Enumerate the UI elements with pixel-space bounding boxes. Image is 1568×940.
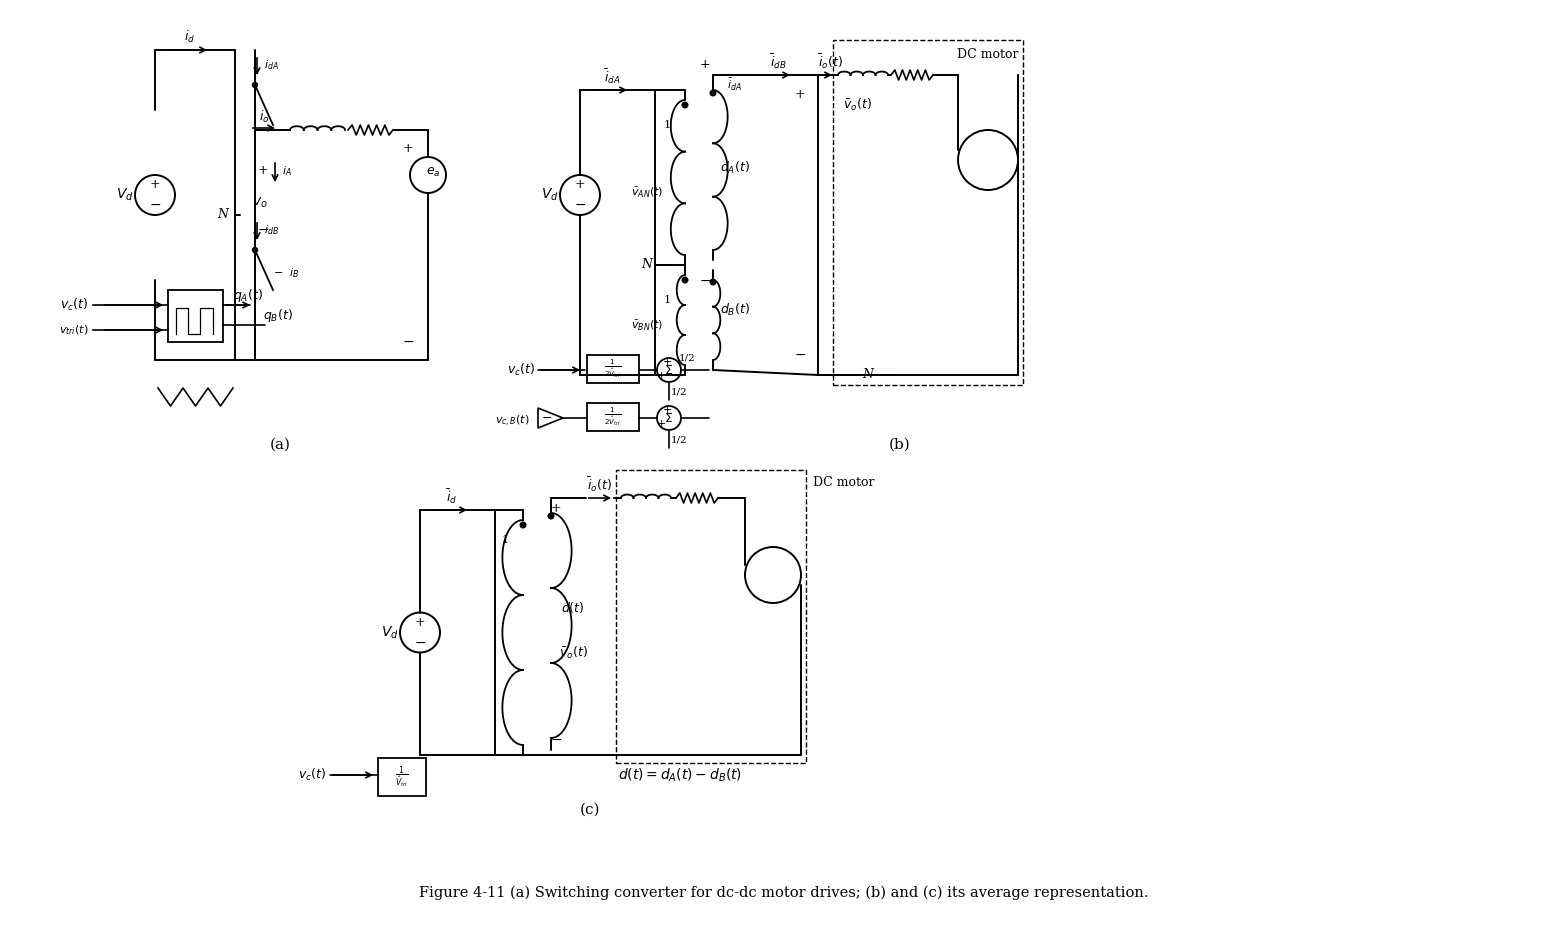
Text: −: − — [257, 223, 268, 237]
Bar — [586, 355, 640, 383]
Text: +: + — [795, 88, 806, 102]
Circle shape — [521, 523, 525, 527]
Text: $\bar{i}_{dA}$: $\bar{i}_{dA}$ — [604, 68, 621, 86]
Circle shape — [252, 83, 257, 87]
Text: $e_a$: $e_a$ — [426, 165, 441, 179]
Text: $v_c(t)$: $v_c(t)$ — [298, 767, 326, 783]
Text: +: + — [657, 419, 666, 429]
Text: $V_d$: $V_d$ — [381, 624, 398, 641]
Text: +: + — [414, 616, 425, 629]
Text: −: − — [414, 635, 426, 650]
Text: $\bar{i}_o(t)$: $\bar{i}_o(t)$ — [588, 476, 613, 494]
Text: −: − — [149, 198, 162, 212]
Text: $d_B(t)$: $d_B(t)$ — [720, 302, 750, 318]
Circle shape — [682, 102, 688, 108]
Text: $q_B(t)$: $q_B(t)$ — [263, 307, 293, 324]
Text: $\Sigma$: $\Sigma$ — [665, 364, 674, 377]
Text: 1/2: 1/2 — [679, 353, 695, 363]
Text: $\bar{i}_d$: $\bar{i}_d$ — [447, 488, 458, 507]
Text: $\bar{i}_o(t)$: $\bar{i}_o(t)$ — [818, 53, 844, 71]
Bar — [833, 40, 1022, 385]
Circle shape — [252, 247, 257, 253]
Text: N: N — [862, 368, 873, 382]
Text: +: + — [550, 502, 561, 514]
Text: −: − — [574, 198, 586, 212]
Text: $\bar{v}_{BN}(t)$: $\bar{v}_{BN}(t)$ — [630, 318, 663, 332]
Text: $d(t)=d_A(t)-d_B(t)$: $d(t)=d_A(t)-d_B(t)$ — [618, 766, 742, 784]
Text: 1: 1 — [663, 295, 671, 305]
Text: −: − — [401, 335, 414, 349]
Text: $V_d$: $V_d$ — [541, 187, 558, 203]
Text: DC motor: DC motor — [956, 49, 1019, 61]
Text: −: − — [883, 368, 894, 382]
Text: (c): (c) — [580, 803, 601, 817]
Text: N: N — [218, 209, 229, 222]
Text: $-$: $-$ — [699, 273, 710, 287]
Text: −: − — [543, 412, 552, 425]
Text: +: + — [575, 179, 585, 192]
Text: $i_{dB}$: $i_{dB}$ — [263, 223, 279, 237]
Text: +: + — [657, 371, 666, 381]
Text: $v_{tri}(t)$: $v_{tri}(t)$ — [58, 323, 88, 337]
Text: $\frac{1}{2\hat{V}_{tri}}$: $\frac{1}{2\hat{V}_{tri}}$ — [604, 406, 621, 429]
Text: +: + — [149, 179, 160, 192]
Circle shape — [549, 513, 554, 519]
Text: $+$: $+$ — [699, 58, 710, 71]
Text: $\frac{1}{2\hat{V}_{tri}}$: $\frac{1}{2\hat{V}_{tri}}$ — [604, 357, 621, 381]
Text: $\bar{i}_{dB}$: $\bar{i}_{dB}$ — [770, 53, 787, 71]
Text: (a): (a) — [270, 438, 290, 452]
Text: −: − — [550, 733, 561, 747]
Bar — [616, 470, 806, 763]
Text: 1/2: 1/2 — [671, 387, 687, 397]
Text: $\bar{v}_o(t)$: $\bar{v}_o(t)$ — [558, 645, 588, 661]
Text: $i_o$: $i_o$ — [259, 109, 270, 125]
Circle shape — [710, 90, 717, 96]
Circle shape — [710, 279, 717, 285]
Text: $\bar{v}_{AN}(t)$: $\bar{v}_{AN}(t)$ — [630, 185, 663, 199]
Text: $q_A(t)$: $q_A(t)$ — [234, 288, 263, 305]
Text: $V_d$: $V_d$ — [116, 187, 133, 203]
Bar — [378, 758, 426, 796]
Text: 1: 1 — [663, 120, 671, 130]
Text: +: + — [257, 164, 268, 177]
Text: $v_{c,B}(t)$: $v_{c,B}(t)$ — [495, 414, 530, 429]
Text: $\frac{1}{\hat{V}_{tri}}$: $\frac{1}{\hat{V}_{tri}}$ — [395, 764, 409, 790]
Text: $d_A(t)$: $d_A(t)$ — [720, 160, 750, 176]
Text: +: + — [662, 405, 671, 415]
Text: +: + — [662, 357, 671, 367]
Text: $\bar{i}_{dA}$: $\bar{i}_{dA}$ — [728, 77, 742, 93]
Text: $i_{dA}$: $i_{dA}$ — [263, 58, 279, 71]
Text: −: − — [793, 348, 806, 362]
Text: $v_o$: $v_o$ — [252, 196, 268, 211]
Text: (b): (b) — [889, 438, 911, 452]
Bar — [586, 403, 640, 431]
Text: $v_c(t)$: $v_c(t)$ — [60, 297, 88, 313]
Text: +: + — [403, 142, 414, 154]
Polygon shape — [538, 408, 563, 428]
Bar — [168, 290, 223, 342]
Text: $\bar{v}_o(t)$: $\bar{v}_o(t)$ — [844, 97, 872, 113]
Text: $i_d$: $i_d$ — [185, 29, 196, 45]
Text: $d(t)$: $d(t)$ — [561, 600, 585, 615]
Text: $i_A$: $i_A$ — [282, 164, 292, 178]
Text: N: N — [641, 258, 652, 272]
Text: DC motor: DC motor — [812, 477, 875, 490]
Text: $v_c(t)$: $v_c(t)$ — [506, 362, 535, 378]
Circle shape — [682, 277, 688, 283]
Text: $-\ \ i_B$: $-\ \ i_B$ — [273, 266, 299, 280]
Text: 1: 1 — [502, 535, 508, 545]
Text: 1/2: 1/2 — [671, 435, 687, 445]
Text: $\Sigma$: $\Sigma$ — [665, 412, 674, 425]
Text: Figure 4-11 (a) Switching converter for dc-dc motor drives; (b) and (c) its aver: Figure 4-11 (a) Switching converter for … — [419, 885, 1149, 901]
